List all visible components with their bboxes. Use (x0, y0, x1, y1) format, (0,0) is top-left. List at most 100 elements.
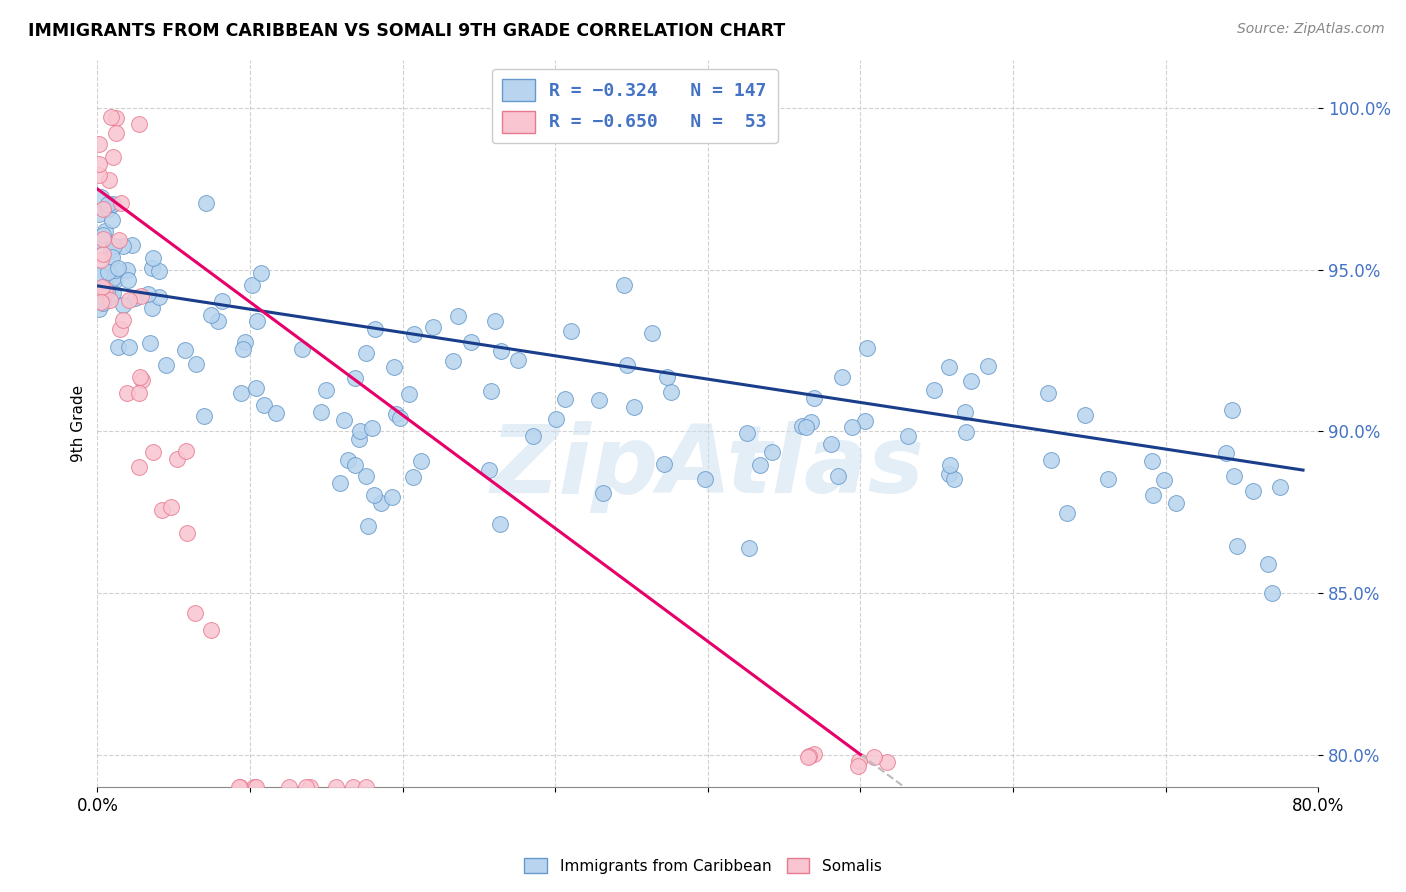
Point (107, 233, 129, 247)
Point (97, 196, 120, 211)
Point (1220, 403, 1243, 417)
Point (90, 295, 112, 310)
Point (87, 168, 110, 182)
Point (343, 458, 366, 473)
Point (876, 755, 898, 769)
Point (856, 341, 879, 355)
Point (1164, 495, 1187, 509)
Point (360, 421, 382, 435)
Point (200, 624, 222, 638)
Point (129, 289, 152, 303)
Point (93, 278, 115, 293)
Point (266, 406, 288, 420)
Point (118, 340, 141, 354)
Point (100, 244, 122, 258)
Point (441, 354, 464, 368)
Point (1153, 473, 1175, 487)
Point (150, 503, 173, 517)
Point (121, 237, 143, 252)
Point (91, 202, 114, 216)
Point (232, 342, 254, 356)
Point (176, 525, 198, 540)
Point (349, 432, 371, 446)
Point (112, 312, 135, 326)
Point (229, 780, 252, 794)
Point (107, 260, 129, 275)
Point (211, 293, 233, 308)
Point (87, 268, 110, 282)
Point (100, 110, 122, 124)
Point (560, 324, 582, 338)
Point (104, 111, 127, 125)
Point (939, 458, 962, 473)
Point (148, 264, 170, 278)
Point (90, 280, 112, 294)
Point (291, 342, 314, 356)
Point (1226, 539, 1249, 553)
Point (253, 398, 276, 412)
Point (245, 381, 267, 395)
Point (481, 384, 503, 399)
Point (1223, 468, 1246, 483)
Point (115, 262, 138, 277)
Point (370, 496, 392, 510)
Point (207, 314, 229, 328)
Point (101, 150, 124, 164)
Point (89, 206, 111, 220)
Point (87, 137, 110, 152)
Point (404, 327, 426, 342)
Point (790, 418, 813, 433)
Text: Source: ZipAtlas.com: Source: ZipAtlas.com (1237, 22, 1385, 37)
Point (160, 500, 183, 515)
Point (363, 488, 385, 502)
Point (333, 413, 356, 427)
Point (820, 437, 842, 451)
Point (960, 375, 983, 389)
Point (131, 372, 153, 386)
Point (761, 445, 783, 459)
Point (385, 407, 408, 421)
Point (315, 384, 337, 398)
Point (101, 250, 124, 264)
Point (87, 302, 110, 317)
Point (343, 371, 366, 385)
Point (409, 454, 432, 468)
Point (246, 314, 269, 328)
Point (896, 429, 918, 443)
Point (354, 780, 377, 794)
Point (800, 415, 823, 429)
Point (200, 308, 222, 322)
Point (87, 233, 110, 247)
Point (233, 335, 256, 350)
Point (1215, 445, 1237, 459)
Point (142, 445, 165, 459)
Point (955, 425, 977, 439)
Point (98, 293, 121, 308)
Point (128, 460, 150, 475)
Point (659, 385, 682, 400)
Point (484, 314, 506, 328)
Point (977, 359, 1000, 374)
Point (737, 541, 759, 556)
Point (942, 471, 965, 485)
Point (108, 321, 131, 335)
Point (100, 290, 122, 304)
Point (1040, 452, 1063, 467)
Point (107, 341, 129, 355)
Point (1074, 409, 1097, 423)
Point (938, 467, 960, 481)
Legend: Immigrants from Caribbean, Somalis: Immigrants from Caribbean, Somalis (519, 852, 887, 880)
Legend: R = −0.324   N = 147, R = −0.650   N =  53: R = −0.324 N = 147, R = −0.650 N = 53 (492, 69, 778, 144)
Point (294, 780, 316, 794)
Point (173, 343, 195, 357)
Point (93, 227, 115, 242)
Point (228, 780, 250, 794)
Point (491, 344, 513, 359)
Point (240, 278, 263, 293)
Point (592, 486, 614, 500)
Point (588, 392, 610, 407)
Point (111, 298, 134, 312)
Point (522, 429, 544, 443)
Point (103, 239, 125, 253)
Point (128, 117, 150, 131)
